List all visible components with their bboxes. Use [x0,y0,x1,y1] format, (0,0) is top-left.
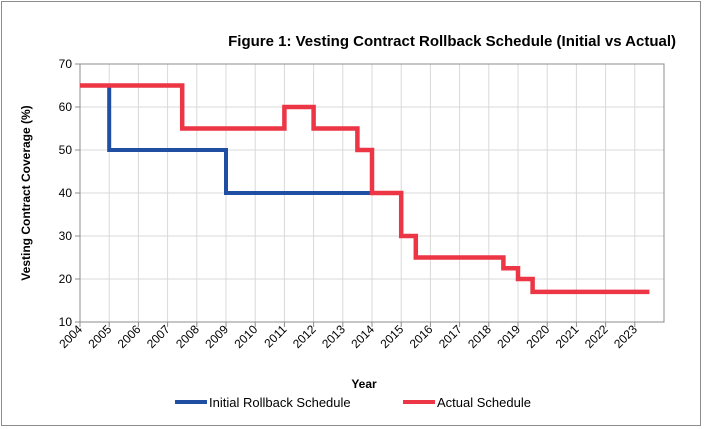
x-tick-label: 2011 [261,322,289,350]
chart-title: Figure 1: Vesting Contract Rollback Sche… [228,33,676,50]
x-tick-label: 2009 [202,322,231,351]
x-tick-label: 2007 [144,322,173,351]
y-axis: 10 20 30 40 50 60 70 [59,57,80,329]
y-axis-title: Vesting Contract Coverage (%) [19,105,33,280]
y-tick-label: 60 [59,100,73,114]
y-tick-label: 50 [59,143,73,157]
x-tick-label: 2019 [494,322,523,351]
x-tick-label: 2008 [173,322,202,351]
x-axis: 2004 2005 2006 2007 2008 2009 2010 2011 2012 2013… [56,322,640,351]
y-tick-label: 40 [59,186,73,200]
x-tick-label: 2012 [290,322,319,351]
series-line-2 [80,83,650,295]
y-tick-label: 20 [59,272,73,286]
x-tick-label: 2015 [378,322,407,351]
x-tick-label: 2013 [319,322,348,351]
x-tick-label: 2005 [86,322,115,351]
x-tick-label: 2016 [407,322,436,351]
x-tick-label: 2022 [582,322,611,351]
x-tick-label: 2006 [115,322,144,351]
y-tick-label: 70 [59,57,73,71]
y-tick-label: 30 [59,229,73,243]
x-tick-label: 2018 [465,322,494,351]
x-tick-label: 2023 [611,322,640,351]
y-tick-label: 10 [59,315,73,329]
legend-label-1: Initial Rollback Schedule [209,395,351,410]
x-tick-label: 2020 [524,322,553,351]
x-tick-label: 2014 [348,322,377,351]
series-lines [80,83,650,295]
x-tick-label: 2021 [553,322,582,351]
x-axis-title: Year [351,377,377,391]
legend-label-2: Actual Schedule [437,395,531,410]
legend: Initial Rollback Schedule Actual Schedule [175,395,531,410]
x-tick-label: 2017 [436,322,465,351]
x-tick-label: 2010 [232,322,261,351]
